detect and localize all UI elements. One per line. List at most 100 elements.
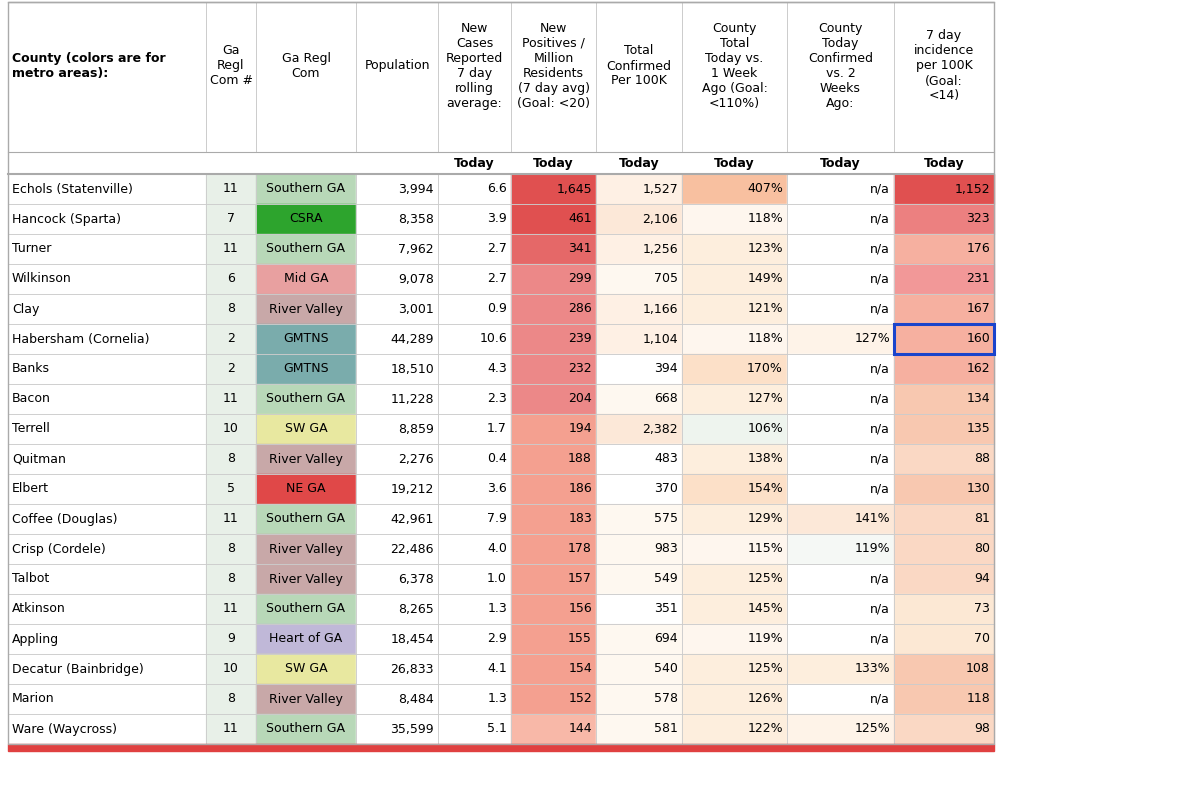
Bar [438, 504, 511, 534]
Bar [682, 204, 787, 234]
Bar [8, 624, 206, 654]
Bar [682, 564, 787, 594]
Text: 98: 98 [974, 723, 990, 735]
Bar [511, 354, 596, 384]
Text: 118: 118 [966, 693, 990, 705]
Text: 133%: 133% [854, 663, 890, 675]
Text: 157: 157 [568, 573, 592, 585]
Text: 152: 152 [569, 693, 592, 705]
Bar [787, 354, 894, 384]
Bar [596, 384, 682, 414]
Bar [682, 594, 787, 624]
Bar [894, 444, 994, 474]
Bar [8, 234, 206, 264]
Text: CSRA: CSRA [289, 213, 323, 225]
Text: n/a: n/a [870, 393, 890, 405]
Bar [356, 324, 438, 354]
Bar [206, 264, 256, 294]
Bar [356, 534, 438, 564]
Text: 983: 983 [654, 543, 678, 555]
Text: 170%: 170% [748, 363, 784, 375]
Text: 129%: 129% [748, 513, 784, 525]
Bar [206, 594, 256, 624]
Text: 578: 578 [654, 693, 678, 705]
Bar [787, 534, 894, 564]
Text: 123%: 123% [748, 243, 784, 255]
Bar [894, 564, 994, 594]
Bar [511, 414, 596, 444]
Bar [511, 624, 596, 654]
Text: River Valley: River Valley [269, 693, 343, 705]
Bar [8, 684, 206, 714]
Bar [596, 474, 682, 504]
Text: 407%: 407% [748, 182, 784, 195]
Bar [8, 174, 206, 204]
Text: County
Today
Confirmed
vs. 2
Weeks
Ago:: County Today Confirmed vs. 2 Weeks Ago: [808, 22, 874, 110]
Bar [894, 264, 994, 294]
Bar [8, 152, 994, 174]
Bar [894, 474, 994, 504]
Bar [356, 264, 438, 294]
Text: Today: Today [619, 156, 659, 170]
Bar [787, 654, 894, 684]
Text: 35,599: 35,599 [390, 723, 434, 735]
Bar [682, 714, 787, 744]
Text: 461: 461 [569, 213, 592, 225]
Text: 178: 178 [568, 543, 592, 555]
Bar [596, 654, 682, 684]
Text: 154: 154 [569, 663, 592, 675]
Bar [682, 474, 787, 504]
Text: 119%: 119% [748, 633, 784, 645]
Text: Talbot: Talbot [12, 573, 49, 585]
Bar [438, 264, 511, 294]
Bar [787, 204, 894, 234]
Bar [356, 264, 438, 294]
Bar [682, 294, 787, 324]
Bar [356, 204, 438, 234]
Bar [8, 264, 206, 294]
Bar [787, 564, 894, 594]
Text: 1,104: 1,104 [642, 333, 678, 345]
Bar [511, 624, 596, 654]
Bar [356, 384, 438, 414]
Bar [787, 414, 894, 444]
Bar [511, 204, 596, 234]
Bar [8, 354, 206, 384]
Bar [787, 594, 894, 624]
Text: 4.0: 4.0 [487, 543, 508, 555]
Text: 125%: 125% [854, 723, 890, 735]
Text: New
Cases
Reported
7 day
rolling
average:: New Cases Reported 7 day rolling average… [446, 22, 503, 110]
Bar [8, 564, 206, 594]
Bar [894, 624, 994, 654]
Bar [787, 384, 894, 414]
Bar [511, 654, 596, 684]
Bar [256, 534, 356, 564]
Bar [511, 294, 596, 324]
Bar [256, 174, 356, 204]
Text: 119%: 119% [854, 543, 890, 555]
Text: 108: 108 [966, 663, 990, 675]
Text: 3.9: 3.9 [487, 213, 508, 225]
Bar [894, 414, 994, 444]
Bar [787, 714, 894, 744]
Text: 42,961: 42,961 [391, 513, 434, 525]
Bar [682, 264, 787, 294]
Bar [438, 294, 511, 324]
Bar [356, 594, 438, 624]
Bar [682, 654, 787, 684]
Bar [356, 654, 438, 684]
Bar [206, 174, 256, 204]
Bar [256, 174, 356, 204]
Text: 7 day
incidence
per 100K
(Goal:
<14): 7 day incidence per 100K (Goal: <14) [914, 29, 974, 103]
Bar [438, 324, 511, 354]
Bar [682, 444, 787, 474]
Text: 126%: 126% [748, 693, 784, 705]
Bar [206, 384, 256, 414]
Text: 127%: 127% [748, 393, 784, 405]
Bar [438, 654, 511, 684]
Text: Today: Today [924, 156, 965, 170]
Bar [206, 534, 256, 564]
Bar [256, 204, 356, 234]
Bar [206, 294, 256, 324]
Bar [596, 534, 682, 564]
